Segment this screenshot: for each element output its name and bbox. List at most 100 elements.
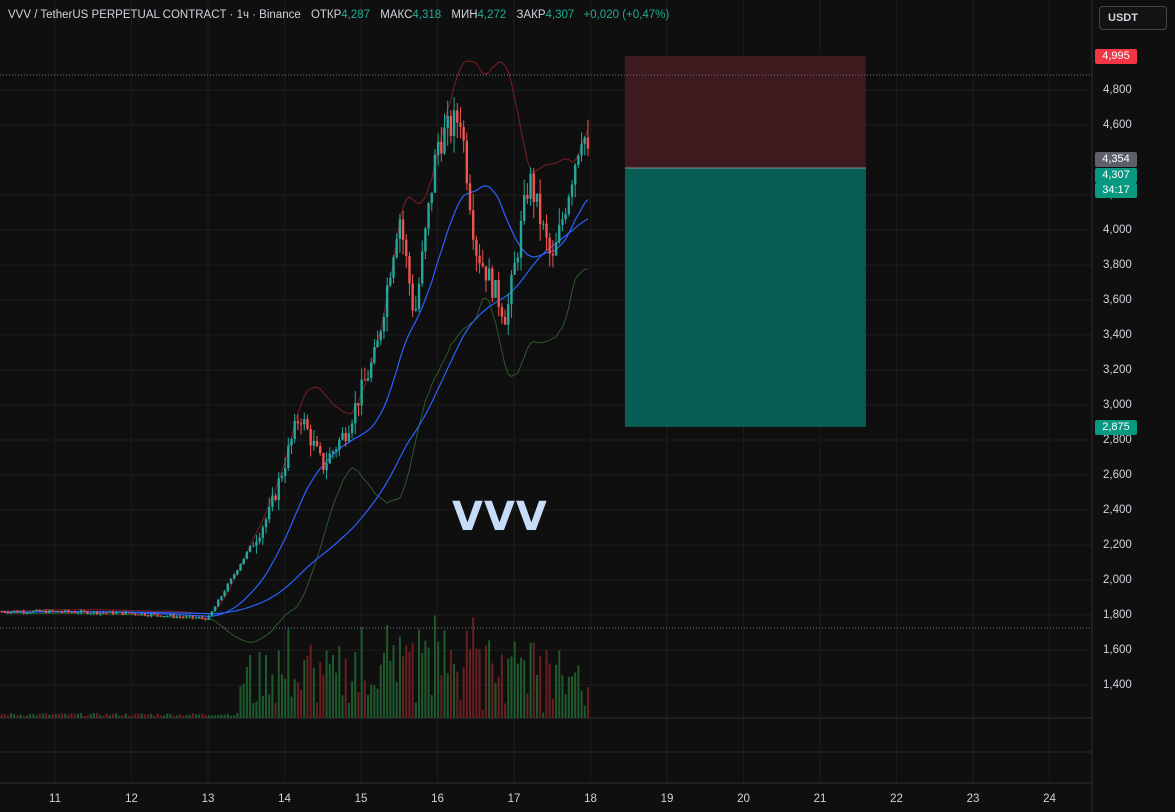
candle-body — [484, 266, 488, 281]
price-tick-label: 2,400 — [1103, 504, 1132, 516]
open-value: 4,287 — [341, 9, 371, 21]
symbol-watermark: VVV — [452, 494, 548, 540]
volume-bar — [287, 628, 290, 718]
candle-body — [561, 219, 564, 225]
volume-bar — [491, 663, 494, 718]
candle-body — [268, 507, 271, 520]
candle-body — [478, 255, 481, 264]
position-zones — [624, 55, 866, 427]
candle-body — [194, 617, 198, 619]
symbol-title[interactable]: VVV / TetherUS PERPETUAL CONTRACT · 1ч ·… — [8, 9, 301, 21]
volume-bar — [118, 715, 121, 718]
volume-bar — [67, 714, 70, 718]
candle-body — [32, 610, 35, 613]
volume-bar — [532, 642, 535, 718]
candle-body — [570, 184, 574, 197]
candle-body — [421, 251, 424, 284]
volume-bar — [293, 679, 296, 718]
candle-body — [169, 614, 172, 616]
candle-body — [134, 613, 137, 615]
volume-bar — [210, 715, 213, 718]
volume-bar — [316, 702, 319, 718]
stop-loss-zone — [624, 55, 866, 169]
volume-bar — [513, 641, 516, 718]
volume-bar — [147, 714, 150, 718]
candle-body — [245, 551, 249, 559]
candle-body — [494, 279, 497, 298]
candle-body — [13, 611, 16, 613]
candle-body — [334, 449, 338, 452]
high-label: МАКС — [380, 9, 413, 21]
candle-body — [217, 599, 220, 607]
volume-bar — [86, 715, 89, 718]
candle-body — [57, 611, 61, 613]
candle-body — [67, 610, 70, 612]
volume-bar — [392, 645, 395, 718]
take-profit-zone — [624, 168, 866, 427]
volume-bar — [70, 713, 73, 718]
candle-body — [385, 285, 389, 317]
candle-body — [328, 453, 331, 464]
volume-bar — [414, 702, 417, 718]
candle-body — [417, 283, 421, 309]
candle-body — [271, 495, 274, 508]
candle-body — [363, 379, 367, 381]
volume-bar — [497, 676, 500, 718]
candle-body — [299, 423, 303, 425]
candles — [0, 97, 590, 621]
volume-bar — [561, 675, 564, 718]
candle-body — [248, 545, 252, 552]
volume-bar — [379, 664, 382, 718]
volume-bar — [239, 686, 242, 718]
volume-bar — [140, 713, 143, 718]
candle-body — [159, 615, 163, 617]
volume-bar — [233, 715, 236, 718]
volume-bar — [535, 674, 538, 718]
candle-body — [481, 263, 484, 267]
candle-body — [229, 578, 233, 584]
date-tick-label: 21 — [813, 793, 827, 805]
candle-body — [303, 419, 306, 425]
volume-bar — [166, 713, 169, 718]
candle-body — [232, 574, 236, 579]
volume-bar — [367, 695, 370, 718]
volume-bar — [217, 714, 220, 718]
candle-body — [401, 219, 405, 240]
volume-bar — [255, 701, 258, 718]
candle-body — [277, 478, 280, 500]
volume-bar — [102, 715, 105, 718]
candle-body — [392, 257, 395, 278]
candle-body — [191, 615, 194, 618]
volume-bar — [51, 713, 54, 718]
volume-bar — [574, 672, 577, 718]
candle-body — [548, 237, 551, 254]
volume-bar — [370, 684, 373, 718]
volume-bar — [548, 663, 551, 718]
candle-body — [449, 115, 453, 136]
volume-bar — [16, 715, 19, 718]
candle-body — [153, 613, 156, 615]
candle-body — [28, 612, 32, 614]
candle-body — [440, 141, 443, 154]
candle-body — [526, 195, 529, 199]
volume-bar — [516, 663, 519, 718]
date-tick-label: 13 — [201, 793, 215, 805]
candle-body — [347, 433, 351, 442]
candle-body — [293, 421, 296, 440]
volume-bar — [182, 715, 185, 718]
candle-body — [405, 239, 408, 257]
candle-body — [175, 616, 178, 618]
date-tick-label: 18 — [584, 793, 597, 805]
candle-body — [201, 617, 204, 619]
volume-bar — [529, 642, 532, 718]
currency-button[interactable]: USDT — [1099, 6, 1167, 30]
candle-body — [523, 195, 526, 221]
candle-body — [443, 128, 446, 154]
candle-body — [255, 541, 258, 546]
candle-body — [436, 141, 440, 156]
volume-bar — [424, 640, 427, 718]
volume-bar — [25, 715, 28, 718]
volume-bar — [169, 713, 172, 718]
change-value: +0,020 (+0,47%) — [583, 9, 670, 21]
